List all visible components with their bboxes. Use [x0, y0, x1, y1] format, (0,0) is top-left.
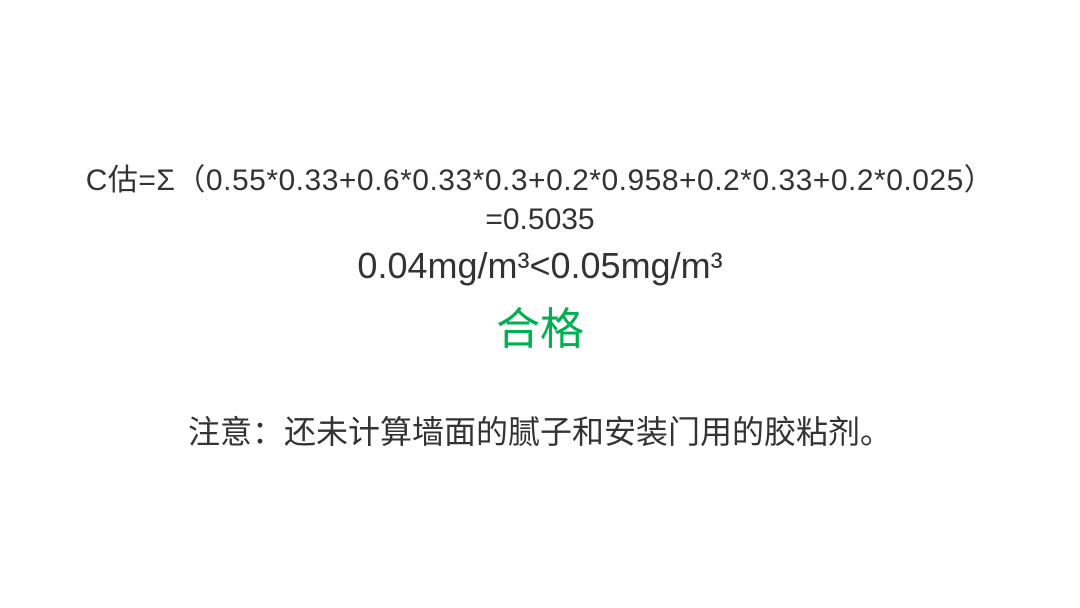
formula-result-value: =0.5035	[86, 203, 995, 237]
result-label: 合格	[86, 293, 995, 357]
comparison-expression: 0.04mg/m³<0.05mg/m³	[86, 245, 995, 287]
note-text: 注意：还未计算墙面的腻子和安装门用的胶粘剂。	[188, 407, 892, 453]
note-block: 注意：还未计算墙面的腻子和安装门用的胶粘剂。	[188, 407, 892, 453]
formula-expression: C估=Σ（0.55*0.33+0.6*0.33*0.3+0.2*0.958+0.…	[86, 155, 995, 199]
formula-block: C估=Σ（0.55*0.33+0.6*0.33*0.3+0.2*0.958+0.…	[86, 155, 995, 357]
